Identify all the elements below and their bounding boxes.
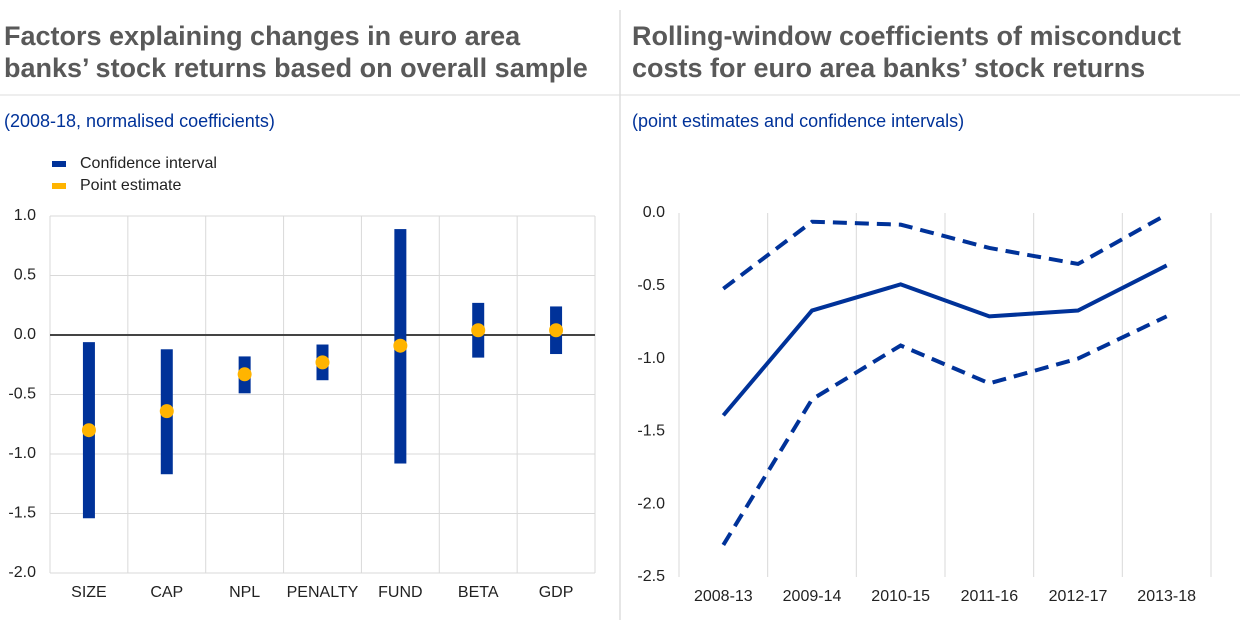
x-tick-label: FUND: [378, 584, 422, 601]
x-tick-label: PENALTY: [287, 584, 359, 601]
y-tick-label: -1.5: [8, 505, 36, 522]
y-tick-label: -0.5: [637, 277, 665, 294]
line: [722, 212, 1168, 291]
y-tick-label: -0.5: [8, 386, 36, 403]
x-tick-label: SIZE: [71, 584, 107, 601]
legend-label: Point estimate: [80, 177, 181, 194]
legend-swatch: [52, 161, 66, 167]
x-tick-label: BETA: [458, 584, 499, 601]
y-tick-label: 1.0: [14, 207, 36, 224]
y-tick-label: -2.0: [8, 564, 36, 581]
x-tick-label: CAP: [150, 584, 183, 601]
line: [721, 314, 1168, 547]
point-estimate: [549, 323, 564, 338]
x-tick-label: 2013-18: [1137, 588, 1196, 605]
chart-title: Rolling-window coefficients of misconduc…: [632, 21, 1182, 83]
point-estimate: [393, 338, 408, 353]
y-tick-label: -1.0: [637, 350, 665, 367]
y-tick-label: 0.5: [14, 267, 36, 284]
chart-subtitle: (point estimates and confidence interval…: [632, 111, 965, 131]
y-tick-label: -1.5: [637, 423, 665, 440]
x-tick-label: NPL: [229, 584, 260, 601]
y-tick-label: 0.0: [14, 326, 36, 343]
legend-label: Confidence interval: [80, 155, 217, 172]
legend-swatch: [52, 183, 66, 189]
x-tick-label: 2008-13: [694, 588, 753, 605]
y-tick-label: -2.5: [637, 568, 665, 585]
point-estimate: [471, 323, 486, 338]
point-estimate: [237, 367, 252, 382]
point-estimate: [159, 404, 174, 419]
chart-subtitle: (2008-18, normalised coefficients): [4, 111, 275, 131]
x-tick-label: 2011-16: [961, 588, 1019, 605]
x-tick-label: 2009-14: [783, 588, 842, 605]
line: [721, 263, 1168, 417]
x-tick-label: GDP: [539, 584, 574, 601]
chart-title: Factors explaining changes in euro area …: [4, 21, 588, 83]
point-estimate: [315, 355, 330, 370]
point-estimate: [81, 423, 96, 438]
y-tick-label: -1.0: [8, 445, 36, 462]
x-tick-label: 2010-15: [871, 588, 930, 605]
y-tick-label: -2.0: [637, 495, 665, 512]
y-tick-label: 0.0: [643, 204, 665, 221]
x-tick-label: 2012-17: [1049, 588, 1108, 605]
